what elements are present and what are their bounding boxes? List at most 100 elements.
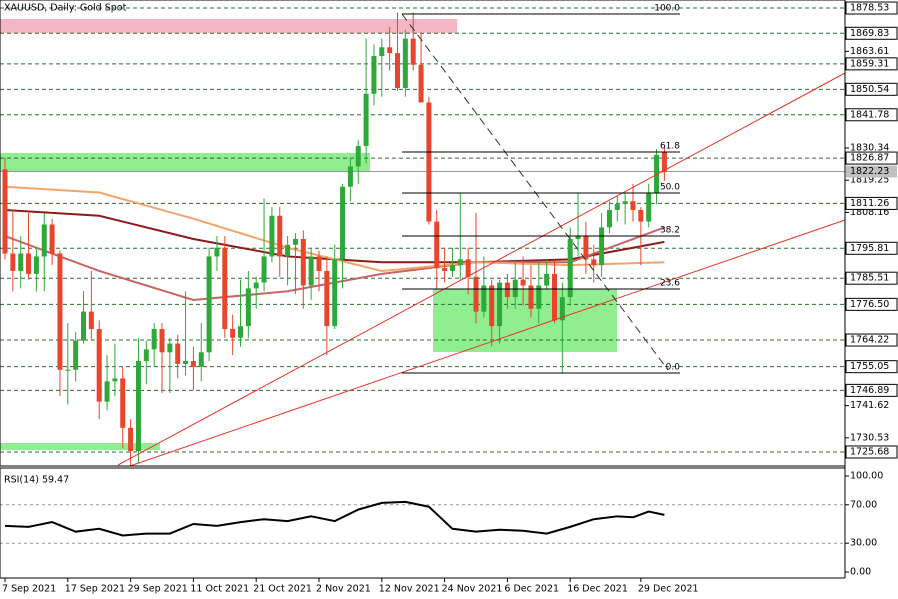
trend-line (129, 219, 846, 467)
candle-body (324, 270, 330, 327)
candle-body (300, 239, 306, 286)
rsi-tick-label: 0.00 (850, 566, 871, 577)
candle-body (104, 381, 110, 402)
candle-body (512, 279, 518, 298)
candle-body (269, 215, 275, 257)
rsi-title: RSI(14) 59.47 (4, 475, 69, 486)
candle-body (277, 215, 283, 257)
candle-body (418, 64, 424, 103)
candle-body (473, 276, 479, 312)
candle-body (88, 311, 94, 330)
level-label: 1776.50 (850, 299, 889, 310)
candle-body (614, 204, 620, 210)
rsi-tick-label: 100.00 (850, 470, 883, 481)
candles (2, 12, 667, 466)
x-tick-label: 7 Sep 2021 (2, 584, 56, 595)
level-label: 1785.51 (850, 273, 889, 284)
drawings: 100.0 61.8 50.0 38.2 23.6 0.0 (117, 4, 846, 467)
candle-body (2, 169, 8, 254)
x-tick-label: 29 Sep 2021 (128, 584, 188, 595)
candle-body (26, 253, 32, 274)
candle-body (638, 209, 644, 222)
level-box (845, 82, 898, 96)
fib-label: 23.6 (660, 279, 680, 289)
candle-body (73, 340, 79, 370)
candle-body (292, 239, 298, 245)
level-box (845, 241, 898, 255)
candle-body (544, 273, 550, 286)
candle-body (434, 221, 440, 269)
fib-label: 0.0 (666, 363, 681, 373)
candle-body (18, 253, 24, 271)
rsi-tick-label: 30.00 (850, 538, 877, 549)
candle-body (245, 288, 251, 327)
candle-body (261, 256, 267, 283)
demand-zone (433, 289, 617, 352)
candle-body (442, 268, 448, 271)
candle-body (57, 253, 63, 370)
candle-body (371, 56, 377, 94)
candle-body (10, 253, 16, 271)
candle-body (599, 227, 605, 266)
candle-body (347, 166, 353, 187)
x-tick-label: 11 Oct 2021 (190, 584, 249, 595)
level-label: 1850.54 (850, 84, 889, 95)
candle-body (285, 244, 291, 257)
candle-body (183, 361, 189, 364)
y-tick-label: 1863.61 (850, 46, 889, 57)
y-tick-label: 1741.62 (850, 400, 889, 411)
candle-body (363, 93, 369, 147)
candle-body (449, 265, 455, 271)
level-box (845, 1, 898, 15)
x-tick-label: 29 Dec 2021 (638, 584, 699, 595)
level-label: 1811.26 (850, 198, 889, 209)
x-tick-label: 16 Dec 2021 (567, 584, 628, 595)
last-price-label: 1822.23 (850, 166, 889, 177)
x-tick-label: 6 Dec 2021 (504, 584, 559, 595)
candle-body (520, 279, 526, 286)
candle-body (661, 151, 667, 173)
candle-body (96, 329, 102, 402)
x-tick-label: 12 Nov 2021 (379, 584, 440, 595)
candle-body (387, 47, 393, 54)
level-label: 1746.89 (850, 385, 889, 396)
candle-body (457, 259, 463, 266)
rsi-line (4, 500, 665, 537)
level-box (845, 445, 898, 459)
level-label: 1755.05 (850, 361, 889, 372)
candle-body (497, 282, 503, 327)
candle-body (395, 53, 400, 88)
y-tick-label: 1819.25 (850, 175, 889, 186)
candle-body (112, 378, 118, 382)
level-label: 1795.81 (850, 243, 889, 254)
candle-body (591, 259, 597, 266)
level-box (845, 383, 898, 397)
candle-body (159, 329, 165, 353)
level-label: 1764.22 (850, 335, 889, 346)
level-box (845, 297, 898, 311)
candle-body (583, 236, 589, 260)
x-tick-label: 21 Oct 2021 (253, 584, 312, 595)
candle-body (120, 378, 126, 428)
candle-body (143, 349, 149, 362)
level-label: 1859.31 (850, 58, 889, 69)
candle-body (410, 38, 416, 65)
level-box (845, 151, 898, 165)
level-label: 1725.68 (850, 446, 889, 457)
candle-body (465, 259, 471, 277)
candle-body (528, 285, 534, 309)
candle-body (552, 273, 557, 321)
zones (0, 19, 617, 450)
candle-body (606, 209, 612, 228)
fib-label: 100.0 (654, 4, 680, 14)
level-label: 1869.83 (850, 28, 889, 39)
candle-body (190, 361, 196, 367)
candle-body (308, 256, 314, 286)
candle-body (559, 297, 565, 321)
fib-label: 38.2 (660, 226, 680, 236)
level-label: 1826.87 (850, 153, 889, 164)
candle-body (646, 192, 652, 222)
candle-body (536, 285, 542, 309)
fib-base (401, 13, 669, 371)
